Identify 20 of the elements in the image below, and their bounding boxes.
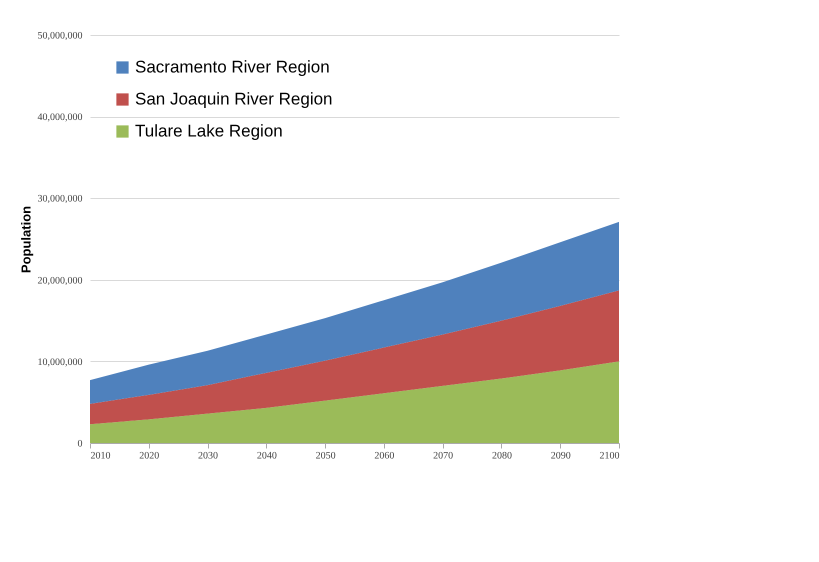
y-tick-label: 10,000,000 (38, 356, 82, 368)
x-tick-label: 2030 (198, 450, 218, 462)
x-tick-label: 2050 (316, 450, 336, 462)
x-tick-label: 2070 (433, 450, 454, 462)
x-tick-label: 2020 (139, 450, 160, 462)
legend-label: San Joaquin River Region (135, 90, 333, 108)
y-tick-label: 0 (78, 438, 82, 450)
legend-label: Sacramento River Region (135, 58, 330, 76)
x-tick-label: 2010 (90, 450, 110, 462)
legend-label: Tulare Lake Region (135, 122, 283, 140)
y-axis-title: Population (18, 206, 34, 274)
x-tick-label: 2040 (256, 450, 277, 462)
x-tick-label: 2060 (374, 450, 394, 462)
x-tick-label: 2080 (492, 450, 512, 462)
y-tick-label: 50,000,000 (38, 30, 82, 42)
y-tick-label: 20,000,000 (38, 275, 82, 286)
y-tick-label: 40,000,000 (38, 112, 82, 124)
x-tick-label: 2090 (550, 450, 571, 462)
y-tick-label: 30,000,000 (38, 194, 82, 205)
x-tick-label: 2100 (600, 450, 620, 462)
